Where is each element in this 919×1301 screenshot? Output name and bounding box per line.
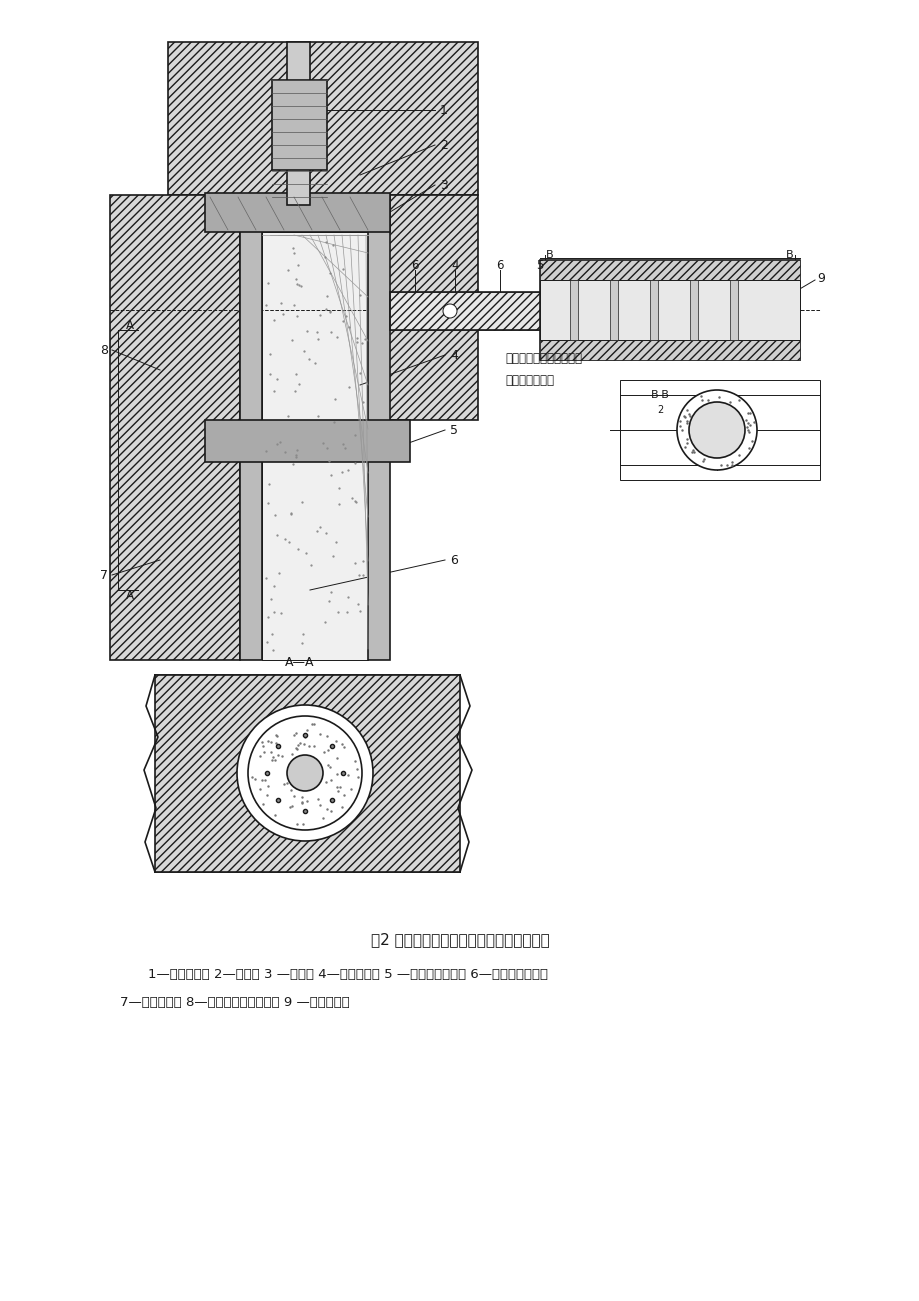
Bar (168, 42, 478, 195)
Bar (729, 280, 737, 340)
Bar (609, 280, 618, 340)
Text: 取芯钻取出芯体材料分层: 取芯钻取出芯体材料分层 (505, 351, 582, 364)
Text: 5: 5 (449, 424, 458, 437)
Bar (539, 340, 800, 360)
Bar (570, 280, 577, 340)
Bar (110, 195, 240, 660)
Text: 7—灌浆联通腔 8—预制构件钢筋混凝土 9 —取芯钻筒壁: 7—灌浆联通腔 8—预制构件钢筋混凝土 9 —取芯钻筒壁 (119, 995, 349, 1008)
Circle shape (688, 402, 744, 458)
Bar (205, 420, 410, 462)
Bar (539, 260, 800, 280)
Bar (390, 291, 619, 330)
Text: 6: 6 (449, 553, 458, 566)
Text: 取芯钻取芯位置: 取芯钻取芯位置 (505, 373, 553, 386)
Bar (539, 260, 800, 360)
Text: 4: 4 (449, 349, 458, 362)
Text: 8: 8 (100, 343, 108, 356)
Bar (272, 79, 326, 170)
Bar (689, 280, 698, 340)
Bar (205, 193, 390, 232)
Bar (384, 195, 478, 420)
Text: 2: 2 (656, 405, 663, 415)
Bar (650, 280, 657, 340)
Text: 5: 5 (536, 259, 543, 272)
Circle shape (443, 304, 457, 317)
Bar (262, 232, 368, 660)
Bar (154, 675, 459, 872)
Text: 1—预制端钢筋 2—排浆嘴 3 —排浆管 4—装配端钢筋 5 —半灌浆套筒筒壁 6—钢筋套筒灌浆料: 1—预制端钢筋 2—排浆嘴 3 —排浆管 4—装配端钢筋 5 —半灌浆套筒筒壁 … (148, 968, 548, 981)
Circle shape (287, 755, 323, 791)
Bar (240, 195, 262, 660)
Bar (287, 42, 310, 206)
Circle shape (237, 705, 372, 840)
Text: 2: 2 (439, 138, 448, 151)
Circle shape (676, 390, 756, 470)
Text: 9: 9 (816, 272, 824, 285)
Text: B: B (786, 250, 793, 260)
Text: 3: 3 (439, 178, 448, 191)
Bar (539, 280, 800, 340)
Text: A: A (126, 319, 134, 332)
Bar (368, 195, 390, 660)
Text: B-B: B-B (650, 390, 669, 399)
Text: A: A (126, 588, 134, 601)
Text: A—A: A—A (285, 656, 314, 669)
Bar (390, 291, 619, 330)
Text: 4: 4 (450, 259, 459, 272)
Bar (619, 380, 819, 480)
Text: 7: 7 (100, 569, 108, 582)
Text: 6: 6 (411, 259, 418, 272)
Text: B: B (546, 250, 553, 260)
Text: 6: 6 (495, 259, 504, 272)
Text: 图2 套筒灌浆饱满度微创取芯检测方法示意: 图2 套筒灌浆饱满度微创取芯检测方法示意 (370, 933, 549, 947)
Text: 1: 1 (439, 104, 448, 117)
